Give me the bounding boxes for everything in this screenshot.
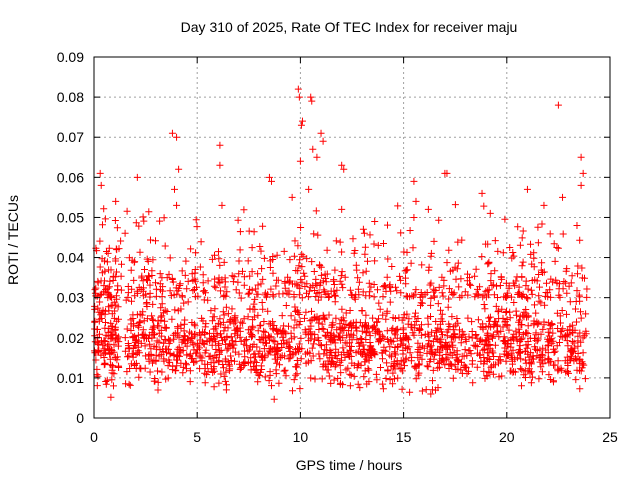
scatter-point: [97, 181, 105, 189]
scatter-point: [313, 153, 321, 161]
y-tick-label: 0.03: [57, 290, 84, 306]
scatter-point: [577, 181, 585, 189]
y-tick-label: 0.02: [57, 330, 84, 346]
scatter-point: [173, 201, 181, 209]
x-tick-label: 10: [293, 429, 309, 445]
scatter-point: [443, 169, 451, 177]
points-layer: [91, 85, 591, 403]
scatter-point: [478, 189, 486, 197]
plot-frame: [93, 56, 611, 419]
scatter-point: [265, 173, 273, 181]
y-tick-label: 0.05: [57, 209, 84, 225]
scatter-point: [486, 209, 494, 217]
scatter-point: [288, 193, 296, 201]
scatter-point: [268, 177, 276, 185]
chart-title: Day 310 of 2025, Rate Of TEC Index for r…: [181, 19, 518, 35]
y-tick-label: 0.04: [57, 250, 84, 266]
x-axis-label: GPS time / hours: [296, 457, 403, 473]
y-tick-label: 0.07: [57, 129, 84, 145]
scatter-point: [216, 161, 224, 169]
scatter-point: [338, 205, 346, 213]
scatter-point: [175, 165, 183, 173]
scatter-point: [173, 133, 181, 141]
scatter-point: [523, 185, 531, 193]
y-tick-label: 0.06: [57, 169, 84, 185]
scatter-point: [410, 213, 418, 221]
scatter-point: [96, 169, 104, 177]
scatter-point: [540, 201, 548, 209]
scatter-point: [573, 221, 581, 229]
scatter-point: [559, 193, 567, 201]
x-tick-label: 0: [90, 429, 98, 445]
scatter-point: [307, 93, 315, 101]
scatter-point: [579, 169, 587, 177]
y-tick-label: 0.01: [57, 370, 84, 386]
x-tick-label: 15: [396, 429, 412, 445]
scatter-point: [133, 173, 141, 181]
y-tick-label: 0: [76, 410, 84, 426]
scatter-point: [308, 97, 316, 105]
x-tick-label: 5: [193, 429, 201, 445]
scatter-point: [338, 161, 346, 169]
scatter-point: [298, 117, 306, 125]
scatter-point: [412, 197, 420, 205]
x-tick-label: 20: [499, 429, 515, 445]
scatter-point: [170, 185, 178, 193]
scatter-point: [297, 121, 305, 129]
scatter-point: [216, 141, 224, 149]
y-axis-label: ROTI / TECUs: [5, 195, 21, 285]
scatter-point: [168, 129, 176, 137]
scatter-point: [309, 145, 317, 153]
scatter-point: [410, 177, 418, 185]
scatter-point: [577, 153, 585, 161]
scatter-point: [317, 129, 325, 137]
scatter-point: [554, 101, 562, 109]
scatter-point: [295, 93, 303, 101]
x-tick-label: 25: [602, 429, 618, 445]
y-tick-label: 0.08: [57, 89, 84, 105]
scatter-point: [424, 205, 432, 213]
scatter-point: [319, 137, 327, 145]
scatter-point: [218, 201, 226, 209]
scatter-point: [305, 185, 313, 193]
scatter-point: [294, 85, 302, 93]
ticks-layer: 0 0.01 0.02 0.03 0.04 0.05 0.06 0.07 0.08 0.09 0 5 1…: [57, 49, 618, 445]
scatter-point-cloud: [91, 201, 591, 403]
scatter-point: [340, 165, 348, 173]
scatter-point: [112, 197, 120, 205]
y-tick-label: 0.09: [57, 49, 84, 65]
scatter-point: [296, 157, 304, 165]
